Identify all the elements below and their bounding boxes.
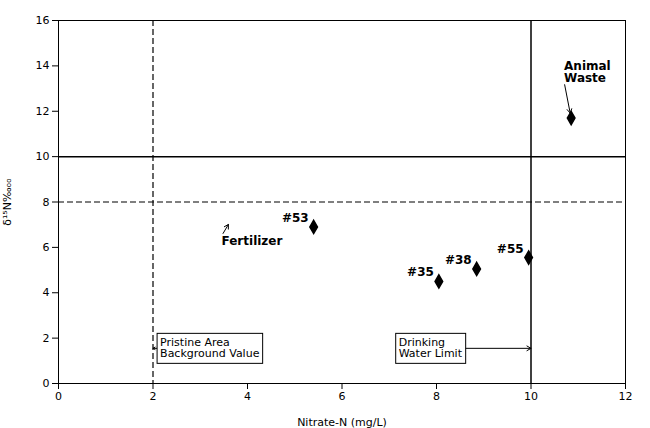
svg-text:#55: #55 — [497, 242, 524, 256]
svg-text:4: 4 — [244, 390, 251, 403]
svg-text:10: 10 — [36, 150, 50, 163]
svg-text:6: 6 — [43, 241, 50, 254]
svg-text:12: 12 — [36, 105, 50, 118]
svg-text:12: 12 — [619, 390, 633, 403]
svg-text:16: 16 — [36, 14, 50, 27]
svg-text:DrinkingWater Limit: DrinkingWater Limit — [399, 336, 463, 360]
svg-text:2: 2 — [150, 390, 157, 403]
svg-text:δ¹⁵N‰ₒₒ: δ¹⁵N‰ₒₒ — [1, 178, 14, 226]
svg-text:AnimalWaste: AnimalWaste — [564, 59, 611, 85]
svg-text:2: 2 — [43, 332, 50, 345]
svg-text:0: 0 — [43, 377, 50, 390]
svg-text:14: 14 — [36, 59, 50, 72]
svg-text:Pristine AreaBackground Value: Pristine AreaBackground Value — [160, 336, 260, 360]
svg-text:8: 8 — [43, 196, 50, 209]
svg-text:8: 8 — [433, 390, 440, 403]
svg-text:6: 6 — [339, 390, 346, 403]
svg-text:0: 0 — [55, 390, 62, 403]
svg-text:10: 10 — [524, 390, 538, 403]
svg-text:4: 4 — [43, 286, 50, 299]
svg-text:#38: #38 — [445, 253, 472, 267]
svg-text:Fertilizer: Fertilizer — [222, 234, 283, 248]
svg-text:#53: #53 — [282, 211, 309, 225]
svg-text:#35: #35 — [407, 265, 434, 279]
svg-text:Nitrate-N (mg/L): Nitrate-N (mg/L) — [297, 416, 387, 428]
